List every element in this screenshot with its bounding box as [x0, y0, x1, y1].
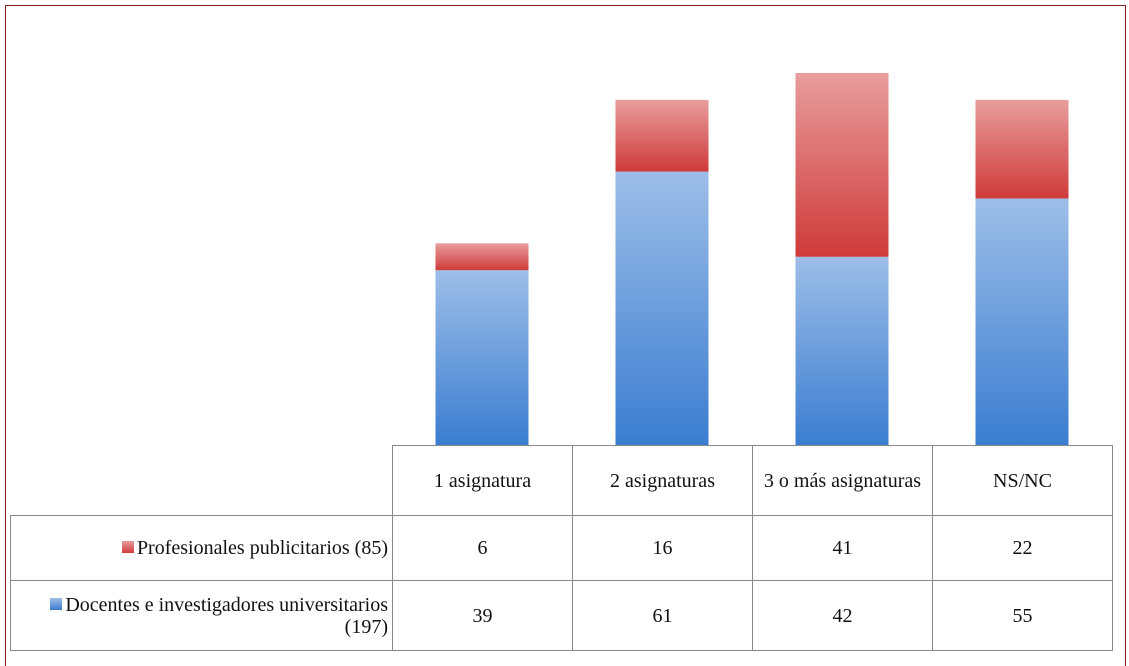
bar-segment — [615, 171, 709, 445]
legend-cell: Docentes e investigadores universitarios… — [10, 580, 393, 651]
empty-cell — [10, 445, 393, 516]
series-row: Docentes e investigadores universitarios… — [10, 580, 1113, 651]
value-cell: 16 — [572, 515, 753, 581]
value-cell: 55 — [932, 580, 1113, 651]
bar-segment — [975, 198, 1069, 445]
value-cell: 39 — [392, 580, 573, 651]
legend-cell: Profesionales publicitarios (85) — [10, 515, 393, 581]
category-label: 1 asignatura — [392, 445, 573, 516]
legend-label: Docentes e investigadores universitarios… — [65, 593, 388, 638]
value-cell: 41 — [752, 515, 933, 581]
frame — [5, 5, 1126, 666]
value-cell: 6 — [392, 515, 573, 581]
plot — [435, 73, 1069, 445]
bar-segment — [975, 99, 1069, 199]
bar-segment — [615, 99, 709, 172]
legend-label: Profesionales publicitarios (85) — [136, 537, 388, 559]
value-cell: 42 — [752, 580, 933, 651]
category-label: 2 asignaturas — [572, 445, 753, 516]
header-row: 1 asignatura 2 asignaturas 3 o más asignat… — [10, 445, 1113, 516]
bar-segment — [795, 256, 889, 445]
category-label: NS/NC — [932, 445, 1113, 516]
data-table: 1 asignatura 2 asignaturas 3 o más asignat… — [10, 445, 1113, 651]
category-label: 3 o más asignaturas — [752, 445, 933, 516]
bar-segment — [435, 243, 529, 271]
bar-segment — [795, 73, 889, 257]
legend-swatch — [121, 541, 134, 553]
series-row: Profesionales publicitarios (85) 6 16 41 22 — [10, 515, 1113, 581]
bar-segment — [435, 270, 529, 445]
value-cell: 22 — [932, 515, 1113, 581]
legend-swatch — [50, 597, 63, 610]
value-cell: 61 — [572, 580, 753, 651]
